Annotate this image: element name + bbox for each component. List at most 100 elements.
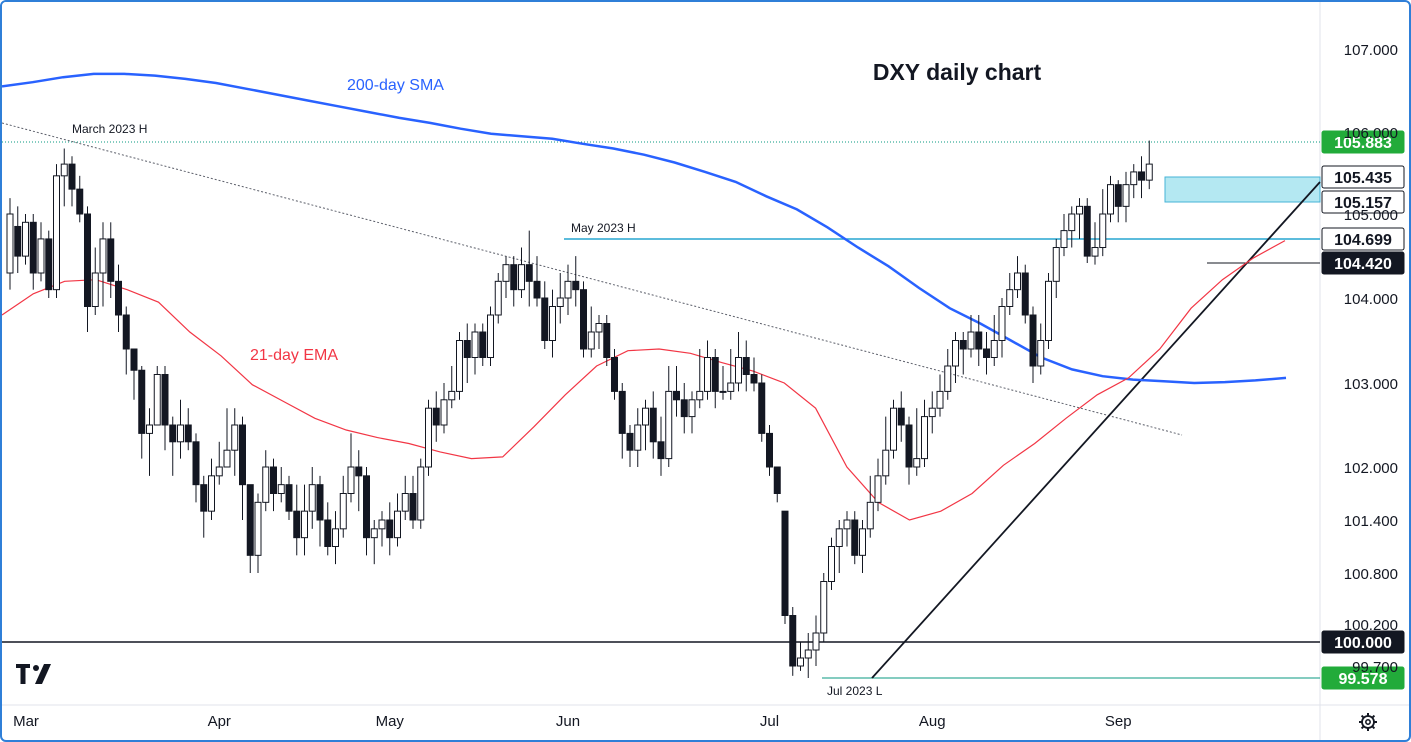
candle xyxy=(293,484,301,556)
candle-body xyxy=(773,466,781,494)
candle-body xyxy=(595,323,603,333)
candle-body xyxy=(138,369,146,434)
candle xyxy=(789,607,797,676)
candle-body xyxy=(711,357,719,392)
candle xyxy=(781,510,789,624)
falling-trendline xyxy=(2,122,1183,436)
candle xyxy=(239,416,246,520)
candle-body xyxy=(417,466,425,521)
candle xyxy=(603,315,611,366)
candle-body xyxy=(564,280,572,299)
candle xyxy=(68,156,76,207)
chart-title: DXY daily chart xyxy=(873,59,1042,85)
y-tick-label: 102.000 xyxy=(1344,460,1398,477)
gear-icon[interactable] xyxy=(1359,713,1377,731)
price-label-text: 105.157 xyxy=(1334,195,1392,212)
ema-21-line xyxy=(2,240,1286,521)
candle xyxy=(394,493,401,547)
candle xyxy=(804,633,812,678)
candle-body xyxy=(192,441,200,486)
candle-body xyxy=(1114,184,1122,207)
candle xyxy=(1122,171,1130,223)
candle xyxy=(1029,306,1037,383)
candle xyxy=(6,198,14,290)
candle-body xyxy=(115,280,122,316)
candle xyxy=(866,475,874,538)
y-tick-label: 104.000 xyxy=(1344,291,1398,308)
candle-body xyxy=(487,314,494,358)
candle-body xyxy=(208,475,215,512)
candle xyxy=(254,493,262,573)
candle xyxy=(510,256,518,307)
candle-body xyxy=(874,475,882,503)
march-high-annotation: March 2023 H xyxy=(72,122,147,136)
candle xyxy=(549,289,556,358)
candle xyxy=(704,340,711,400)
candle-body xyxy=(549,306,556,341)
candle-body xyxy=(673,390,680,401)
candle-body xyxy=(587,331,595,350)
candle xyxy=(246,484,254,573)
candle xyxy=(998,298,1006,358)
candle xyxy=(1091,222,1099,265)
candle xyxy=(959,332,967,375)
candle xyxy=(735,332,742,392)
candle xyxy=(301,484,308,556)
candle-body xyxy=(91,272,99,307)
price-label-box xyxy=(1321,165,1405,189)
candle xyxy=(417,458,425,529)
candle xyxy=(200,475,208,538)
candle-body xyxy=(60,163,68,177)
candle xyxy=(975,315,983,366)
candle xyxy=(851,511,859,565)
x-tick-label: Jun xyxy=(556,713,580,730)
candle xyxy=(122,306,130,375)
price-label: 105.157 xyxy=(1321,190,1405,214)
candle-body xyxy=(130,348,138,371)
candle xyxy=(828,537,835,590)
candle-body xyxy=(983,348,990,358)
candle-body xyxy=(859,528,866,556)
candle xyxy=(308,467,316,529)
candle-body xyxy=(1037,340,1045,367)
candle-body xyxy=(781,510,789,616)
candle xyxy=(820,573,828,642)
candle xyxy=(347,433,355,503)
candle-body xyxy=(246,484,254,556)
candle-body xyxy=(432,407,440,426)
candle xyxy=(580,281,587,358)
x-tick-label: Apr xyxy=(208,713,231,730)
candle-body xyxy=(603,323,611,358)
candle-body xyxy=(270,466,277,494)
y-tick-label: 106.000 xyxy=(1344,125,1398,142)
candle xyxy=(169,416,177,476)
price-label: 105.435 xyxy=(1321,165,1405,189)
candle xyxy=(60,148,68,207)
candle-body xyxy=(239,424,246,486)
candle-body xyxy=(231,424,239,451)
candle-body xyxy=(370,528,378,539)
candle xyxy=(897,391,905,442)
candle-body xyxy=(394,510,401,539)
candle-body xyxy=(301,510,308,539)
candle xyxy=(277,467,285,503)
candle xyxy=(626,425,634,467)
y-tick-label: 103.000 xyxy=(1344,376,1398,393)
candle xyxy=(688,391,696,434)
price-label: 100.000 xyxy=(1321,630,1405,654)
price-label-box xyxy=(1321,190,1405,214)
candle xyxy=(401,475,409,520)
candle xyxy=(634,408,642,467)
candle-body xyxy=(378,519,386,530)
candle-body xyxy=(68,163,76,190)
candle xyxy=(990,315,998,366)
candle xyxy=(595,315,603,349)
candle-body xyxy=(53,175,60,291)
candle xyxy=(440,383,448,434)
candle-body xyxy=(533,280,541,299)
candle-body xyxy=(215,466,223,477)
candle xyxy=(184,408,192,451)
candle xyxy=(1068,206,1076,248)
candle xyxy=(409,475,417,529)
candle-body xyxy=(1076,205,1083,215)
